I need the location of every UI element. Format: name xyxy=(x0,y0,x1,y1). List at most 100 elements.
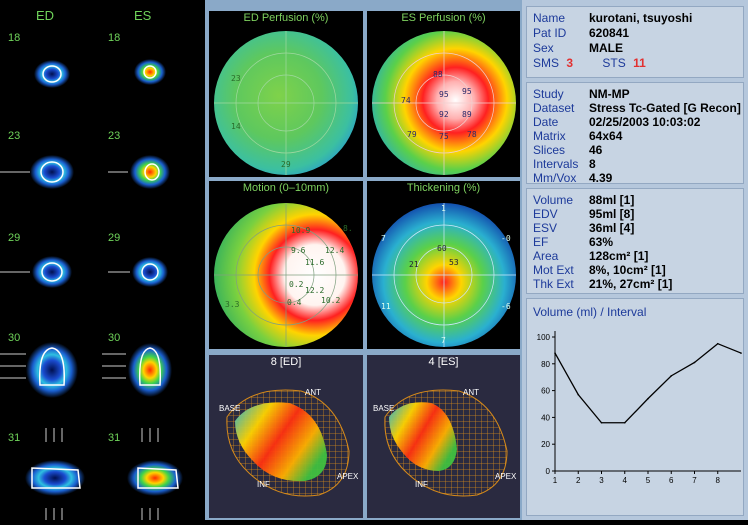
motion-label-2: 9.6 xyxy=(291,246,306,255)
slice-number-ed-23: 23 xyxy=(8,130,21,142)
thickening-label-7: 60 xyxy=(437,244,447,253)
thickening-label-6: 11 xyxy=(381,302,391,311)
sex-label: Sex xyxy=(533,41,554,55)
thickening-label-2: -0 xyxy=(501,234,511,243)
name-label: Name xyxy=(533,11,566,25)
motion-label-7: 12.2 xyxy=(305,286,324,295)
date-value: 02/25/2003 10:03:02 xyxy=(589,115,701,129)
ed-ant-label: ANT xyxy=(305,388,321,397)
y-tick-label-100: 100 xyxy=(537,333,551,342)
slice-number-ed-18: 18 xyxy=(8,32,21,44)
es-perfusion-label-1: 88 xyxy=(433,70,443,79)
es-base-label: BASE xyxy=(373,404,394,413)
motion-title: Motion (0–10mm) xyxy=(242,182,330,194)
dataset-value: Stress Tc-Gated [G Recon] xyxy=(589,101,741,115)
x-tick-label-8: 8 xyxy=(716,476,721,485)
volume-point-6 xyxy=(670,375,673,377)
x-tick-label-5: 5 xyxy=(646,476,651,485)
motion-label-1: 10.9 xyxy=(291,226,310,235)
volume-point-2 xyxy=(577,393,580,396)
ed-perfusion-bullseye: 23 14 29 xyxy=(214,31,358,175)
area-value: 128cm² [1] xyxy=(589,249,649,263)
sts-value: 11 xyxy=(633,56,646,70)
slice-number-ed-30: 30 xyxy=(8,332,21,344)
edv-value: 95ml [8] xyxy=(589,207,635,221)
intervals-value: 8 xyxy=(589,157,596,171)
volume-point-4 xyxy=(623,421,626,424)
x-tick-label-6: 6 xyxy=(669,476,674,485)
volume-point-1 xyxy=(554,352,556,354)
es-perfusion-label-6: 74 xyxy=(401,96,411,105)
thickening-map[interactable]: Thickening (%) 1 -0 -6 7 7 11 60 53 21 xyxy=(365,179,522,351)
ed-perfusion-map[interactable]: ED Perfusion (%) 23 14 29 xyxy=(207,9,365,179)
volume-graph-box: Volume (ml) / Interval 0 20 40 60 80 100 1 2 3 4 5… xyxy=(526,298,744,516)
x-tick-label-1: 1 xyxy=(553,476,558,485)
ed-perfusion-label-3: 29 xyxy=(281,160,291,169)
ed-perfusion-label-2: 14 xyxy=(231,122,241,131)
volume-point-9 xyxy=(740,352,742,354)
y-tick-label-20: 20 xyxy=(541,440,550,449)
ed-surface-view[interactable]: 8 [ED] BASE ANT INF APEX xyxy=(207,353,365,520)
es-perfusion-label-7: 79 xyxy=(407,130,417,139)
slice-row-30 xyxy=(0,342,172,398)
es-surface-view[interactable]: 4 [ES] BASE ANT INF APEX xyxy=(365,353,522,520)
es-ant-label: ANT xyxy=(463,388,479,397)
slice-row-18 xyxy=(34,59,166,88)
matrix-value: 64x64 xyxy=(589,129,623,143)
esv-label: ESV xyxy=(533,221,558,235)
dataset-label: Dataset xyxy=(533,101,575,115)
ed-surface-render: BASE ANT INF APEX xyxy=(219,388,359,497)
y-tick-label-0: 0 xyxy=(546,467,551,476)
ef-label: EF xyxy=(533,235,549,249)
es-surface-title: 4 [ES] xyxy=(428,356,459,368)
pat-id-label: Pat ID xyxy=(533,26,567,40)
study-label: Study xyxy=(533,87,564,101)
ed-perfusion-label-1: 23 xyxy=(231,74,241,83)
es-inf-label: INF xyxy=(415,480,428,489)
slice-number-ed-31: 31 xyxy=(8,432,21,444)
edv-label: EDV xyxy=(533,207,558,221)
es-surface-render: BASE ANT INF APEX xyxy=(373,388,517,497)
area-label: Area xyxy=(533,249,559,263)
patient-name: kurotani, tsuyoshi xyxy=(589,11,693,25)
slice-number-es-29: 29 xyxy=(108,232,121,244)
slices-label: Slices xyxy=(533,143,566,157)
motion-label-9: 10.2 xyxy=(321,296,340,305)
es-apex-label: APEX xyxy=(495,472,517,481)
volume-graph-title: Volume (ml) / Interval xyxy=(533,305,647,319)
x-tick-label-3: 3 xyxy=(599,476,604,485)
mot-ext-label: Mot Ext xyxy=(533,263,574,277)
volume-point-3 xyxy=(600,421,603,424)
x-tick-label-7: 7 xyxy=(692,476,697,485)
motion-label-6: 0.2 xyxy=(289,280,304,289)
ed-inf-label: INF xyxy=(257,480,270,489)
es-perfusion-map[interactable]: ES Perfusion (%) 88 95 95 92 89 74 79 75… xyxy=(365,9,522,179)
y-tick-label-80: 80 xyxy=(541,360,550,369)
date-label: Date xyxy=(533,115,559,129)
ed-perfusion-title: ED Perfusion (%) xyxy=(243,12,329,24)
motion-map[interactable]: Motion (0–10mm) 10.9 9.6 11.6 12.4 8. 0.… xyxy=(207,179,365,351)
x-tick-label-2: 2 xyxy=(576,476,581,485)
motion-label-5: 8. xyxy=(343,224,353,233)
ef-value: 63% xyxy=(589,235,614,249)
motion-label-8: 0.4 xyxy=(287,298,302,307)
mot-ext-value: 8%, 10cm² [1] xyxy=(589,263,666,277)
volume-point-7 xyxy=(693,361,696,364)
metrics-box: Volume 88ml [1] EDV 95ml [8] ESV 36ml [4] E… xyxy=(526,188,744,294)
motion-label-10: 3.3 xyxy=(225,300,240,309)
x-tick-label-4: 4 xyxy=(623,476,628,485)
intervals-label: Intervals xyxy=(533,157,579,171)
thk-ext-label: Thk Ext xyxy=(533,277,574,291)
motion-label-3: 11.6 xyxy=(305,258,324,267)
ed-apex-label: APEX xyxy=(337,472,359,481)
ed-surface-title: 8 [ED] xyxy=(270,356,302,368)
thickening-bullseye: 1 -0 -6 7 7 11 60 53 21 xyxy=(372,203,516,347)
es-perfusion-label-8: 75 xyxy=(439,132,449,141)
study-box: Study NM-MP Dataset Stress Tc-Gated [G Rec… xyxy=(526,82,744,185)
thickening-label-9: 21 xyxy=(409,260,419,269)
patient-id: 620841 xyxy=(589,26,630,40)
thickening-label-5: 7 xyxy=(441,336,446,345)
volume-label: Volume xyxy=(533,193,574,207)
slice-row-23 xyxy=(0,155,170,189)
thickening-label-1: 1 xyxy=(441,204,446,213)
